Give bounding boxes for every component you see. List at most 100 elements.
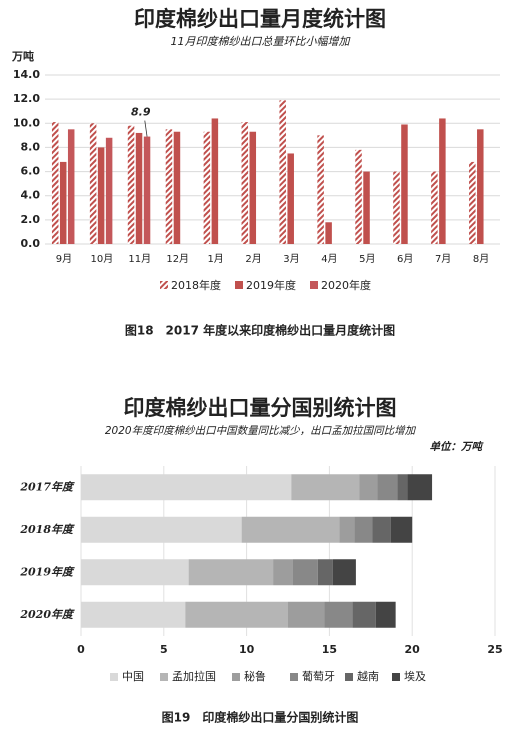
chart-subtitle: 11月印度棉纱出口总量环比小幅增加	[171, 35, 352, 48]
legend-swatch	[290, 673, 298, 681]
bar-segment	[288, 601, 325, 628]
bar	[355, 149, 362, 244]
bar-segment	[81, 516, 242, 543]
bar-segment	[332, 559, 356, 586]
x-tick-label: 20	[405, 643, 421, 656]
y-tick-label: 2.0	[21, 213, 41, 226]
label-leader	[144, 120, 148, 137]
bar-segment	[273, 559, 293, 586]
y-tick-label: 10.0	[13, 116, 40, 129]
bar	[431, 171, 438, 244]
x-tick-label: 7月	[435, 253, 451, 265]
chart-title: 印度棉纱出口量月度统计图	[134, 7, 386, 31]
bar	[173, 131, 181, 244]
legend-label: 2019年度	[246, 278, 296, 292]
bar-segment	[241, 516, 340, 543]
bar-segment	[291, 474, 360, 501]
bar	[211, 118, 219, 244]
x-tick-label: 0	[77, 643, 85, 656]
bar	[203, 131, 211, 244]
bar	[241, 122, 249, 244]
bar	[287, 153, 294, 244]
bar-segment	[359, 474, 378, 501]
bar-segment	[352, 601, 376, 628]
legend-swatch	[345, 673, 353, 681]
bar	[401, 124, 408, 244]
x-tick-label: 15	[322, 643, 337, 656]
bar-segment	[324, 601, 353, 628]
legend-label: 秘鲁	[244, 669, 266, 683]
bar	[469, 161, 476, 244]
chart-subtitle: 2020年度印度棉纱出口中国数量同比减少，出口孟加拉国同比增加	[105, 425, 417, 437]
x-tick-label: 11月	[128, 253, 151, 265]
legend-label: 葡萄牙	[302, 670, 335, 683]
legend-label: 孟加拉国	[172, 669, 216, 683]
legend-swatch	[232, 673, 240, 681]
x-tick-label: 3月	[283, 253, 299, 265]
bar	[279, 100, 286, 244]
legend-label: 越南	[357, 669, 379, 683]
x-tick-label: 5	[160, 643, 168, 656]
bar-segment	[397, 474, 408, 501]
legend-swatch	[110, 673, 118, 681]
x-tick-label: 6月	[397, 253, 413, 265]
bar	[477, 129, 484, 244]
bar	[165, 129, 173, 244]
figure-caption: 图19 印度棉纱出口量分国别统计图	[162, 710, 359, 725]
y-tick-label: 12.0	[13, 92, 40, 105]
x-tick-label: 4月	[321, 253, 337, 265]
bar-segment	[81, 559, 189, 586]
y-tick-label: 2018年度	[19, 523, 75, 536]
legend-swatch	[160, 281, 168, 289]
x-tick-label: 12月	[166, 253, 189, 265]
bar	[439, 118, 446, 244]
bar-segment	[81, 601, 186, 628]
chart-title: 印度棉纱出口量分国别统计图	[124, 396, 397, 420]
bar-segment	[354, 516, 373, 543]
y-tick-label: 4.0	[21, 189, 41, 202]
bar-segment	[339, 516, 355, 543]
bar	[51, 122, 59, 244]
bar	[127, 125, 135, 244]
bar-segment	[317, 559, 333, 586]
legend-swatch	[235, 281, 243, 289]
bar	[135, 132, 143, 244]
unit-label: 单位：万吨	[430, 440, 485, 453]
bar	[363, 171, 370, 244]
bar-segment	[81, 474, 292, 501]
legend-label: 中国	[122, 670, 144, 683]
bar-segment	[372, 516, 391, 543]
y-tick-label: 2019年度	[19, 565, 75, 578]
legend-swatch	[160, 673, 168, 681]
y-tick-label: 6.0	[21, 165, 41, 178]
y-axis-label: 万吨	[11, 49, 34, 63]
bar	[143, 136, 151, 244]
value-label: 8.9	[131, 106, 151, 119]
bar-segment	[188, 559, 274, 586]
bar	[97, 147, 105, 244]
x-tick-label: 10月	[91, 253, 114, 265]
legend-label: 埃及	[404, 669, 426, 683]
legend-swatch	[392, 673, 400, 681]
figure-caption: 图18 2017 年度以来印度棉纱出口量月度统计图	[125, 323, 395, 338]
bar-segment	[375, 601, 396, 628]
bar	[317, 135, 324, 244]
x-tick-label: 5月	[359, 253, 375, 265]
x-tick-label: 1月	[207, 253, 223, 265]
x-tick-label: 2月	[245, 253, 261, 265]
bar	[325, 222, 332, 244]
y-tick-label: 0.0	[21, 237, 41, 250]
bar-segment	[377, 474, 398, 501]
bar-segment	[292, 559, 318, 586]
bar	[89, 123, 97, 244]
legend-swatch	[310, 281, 318, 289]
bar	[59, 161, 67, 244]
y-tick-label: 2020年度	[19, 608, 75, 621]
bar-segment	[185, 601, 288, 628]
bar	[67, 129, 75, 244]
bar	[105, 137, 113, 244]
bar	[249, 131, 257, 244]
y-tick-label: 2017年度	[19, 480, 75, 493]
bar-segment	[407, 474, 433, 501]
